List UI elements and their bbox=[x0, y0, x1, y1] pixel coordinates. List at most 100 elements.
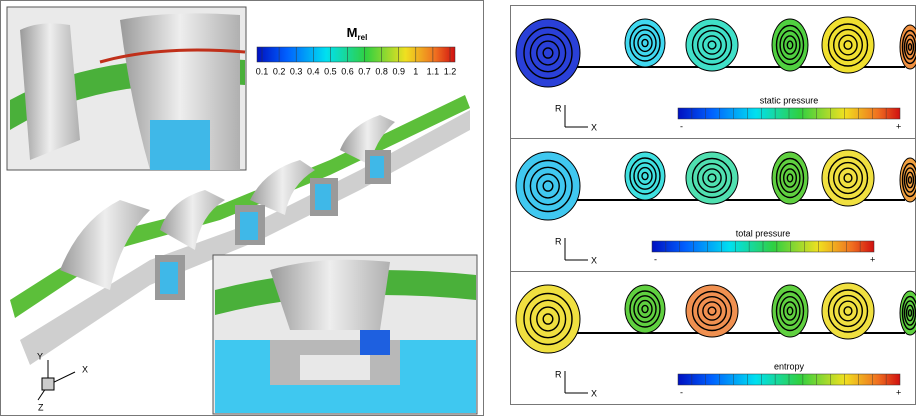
streamline bbox=[536, 40, 560, 66]
streamline bbox=[629, 290, 661, 328]
legend-title: Mrel bbox=[347, 25, 368, 42]
streamline bbox=[786, 40, 794, 50]
streamline bbox=[779, 30, 801, 61]
streamline bbox=[707, 173, 717, 183]
colorbar-min: - bbox=[654, 254, 657, 264]
streamline bbox=[843, 306, 853, 316]
axis-y: Y bbox=[37, 351, 43, 361]
streamline bbox=[637, 299, 653, 319]
contour-region bbox=[771, 284, 809, 338]
contour-region bbox=[624, 284, 666, 334]
streamline bbox=[833, 28, 864, 62]
colorbar-tick-label: 0.5 bbox=[324, 66, 337, 76]
colorbar-max: + bbox=[870, 254, 875, 264]
streamline bbox=[629, 157, 661, 195]
streamline bbox=[838, 167, 858, 189]
streamline bbox=[901, 162, 916, 198]
streamline bbox=[523, 26, 573, 80]
contour-region bbox=[821, 282, 875, 340]
streamline bbox=[542, 47, 554, 59]
streamline bbox=[707, 306, 717, 316]
mach-colorbar bbox=[256, 46, 456, 63]
streamline bbox=[629, 24, 661, 62]
axis-x-label: X bbox=[591, 122, 597, 132]
colorbar-max: + bbox=[896, 387, 901, 397]
colorbar-ticks: 0.1 0.2 0.3 0.4 0.5 0.6 0.7 0.8 0.9 1 1.1 1.2 bbox=[256, 47, 457, 76]
contour-region bbox=[685, 151, 739, 205]
streamline bbox=[702, 301, 722, 321]
streamline bbox=[702, 35, 722, 55]
contour-region bbox=[685, 18, 739, 72]
streamline bbox=[637, 166, 653, 186]
legend-title-main: M bbox=[347, 25, 358, 40]
inset-top bbox=[6, 6, 247, 171]
contour-region bbox=[685, 284, 739, 338]
streamline bbox=[827, 23, 869, 67]
colorbar-label: static pressure bbox=[760, 95, 819, 105]
streamline bbox=[833, 161, 864, 195]
colorbar-tick-label: 1 bbox=[413, 66, 418, 76]
streamline bbox=[833, 294, 864, 328]
streamline bbox=[775, 157, 805, 199]
streamline bbox=[641, 304, 649, 314]
streamline bbox=[702, 168, 722, 188]
contour-region bbox=[515, 18, 581, 88]
streamline bbox=[901, 29, 916, 65]
colorbar-label: entropy bbox=[774, 361, 805, 371]
colorbar-tick-label: 0.8 bbox=[375, 66, 388, 76]
streamline bbox=[779, 162, 801, 193]
streamline bbox=[827, 289, 869, 333]
colorbar-tick-label: 1.1 bbox=[427, 66, 440, 76]
streamline bbox=[786, 306, 794, 316]
axis-x-label: X bbox=[591, 255, 597, 265]
colorbar-min: - bbox=[680, 387, 683, 397]
colorbar-max: + bbox=[896, 121, 901, 131]
streamline bbox=[779, 296, 801, 327]
axis-r-label: R bbox=[555, 103, 562, 113]
streamline bbox=[907, 175, 913, 184]
streamline bbox=[783, 35, 798, 55]
streamline bbox=[641, 171, 649, 181]
streamline bbox=[536, 173, 560, 199]
streamline bbox=[691, 290, 733, 332]
streamline bbox=[905, 304, 915, 322]
contour-region bbox=[771, 18, 809, 72]
colorbar-tick-label: 0.9 bbox=[392, 66, 405, 76]
streamline bbox=[633, 29, 657, 57]
colorbar-tick-label: 0.1 bbox=[256, 66, 269, 76]
axis-r-label: R bbox=[555, 236, 562, 246]
streamline bbox=[529, 299, 567, 339]
streamline bbox=[838, 300, 858, 322]
streamline bbox=[707, 40, 717, 50]
colorbar-tick-label: 1.2 bbox=[444, 66, 457, 76]
streamline bbox=[907, 43, 913, 52]
contour-region bbox=[515, 284, 581, 354]
axis-z: Z bbox=[38, 402, 44, 412]
axis-x-label: X bbox=[591, 388, 597, 398]
streamline bbox=[697, 162, 728, 193]
streamline bbox=[637, 33, 653, 53]
streamline bbox=[523, 159, 573, 213]
colorbar-tick-label: 0.2 bbox=[273, 66, 286, 76]
colorbar-label: total pressure bbox=[736, 228, 791, 238]
contour-region bbox=[515, 151, 581, 221]
machine-view bbox=[10, 95, 470, 365]
colorbar-tick-label: 0.3 bbox=[290, 66, 303, 76]
streamline bbox=[838, 34, 858, 56]
streamline bbox=[827, 156, 869, 200]
colorbar-tick-label: 0.7 bbox=[358, 66, 371, 76]
streamline bbox=[843, 40, 853, 50]
streamline bbox=[542, 313, 554, 325]
axis-x: X bbox=[82, 364, 88, 374]
streamline bbox=[641, 38, 649, 48]
streamline bbox=[691, 157, 733, 199]
inset-bottom bbox=[212, 254, 478, 415]
streamline bbox=[775, 24, 805, 66]
streamline bbox=[697, 30, 728, 61]
streamline bbox=[775, 290, 805, 332]
axis-triad bbox=[37, 360, 76, 401]
contour-region bbox=[624, 18, 666, 68]
